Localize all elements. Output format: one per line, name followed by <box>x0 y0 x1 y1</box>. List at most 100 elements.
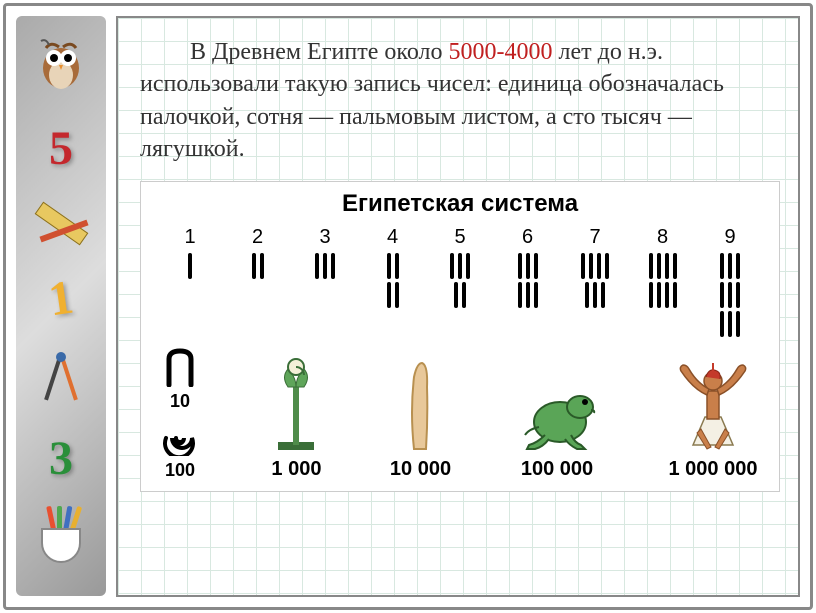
coil-icon <box>157 416 203 456</box>
unit-cell: 6 <box>497 226 559 337</box>
tally-mark <box>581 253 585 279</box>
tally-mark <box>526 282 530 308</box>
unit-number: 2 <box>252 226 263 249</box>
tally-mark <box>395 253 399 279</box>
tally-mark <box>252 253 256 279</box>
tally-mark <box>605 253 609 279</box>
unit-cell: 7 <box>564 226 626 337</box>
content-area: В Древнем Египте около 5000-4000 лет до … <box>116 16 800 597</box>
unit-number: 4 <box>387 226 398 249</box>
heel-bone-icon <box>159 347 201 387</box>
symbol-1000: 1 000 <box>266 357 326 481</box>
label-1000: 1 000 <box>271 458 321 481</box>
tally-mark <box>665 253 669 279</box>
tally-group <box>649 253 677 308</box>
finger-icon <box>400 357 440 452</box>
tally-group <box>252 253 264 279</box>
tally-mark <box>188 253 192 279</box>
number-1-icon: 1 <box>26 263 96 333</box>
tally-mark <box>720 253 724 279</box>
tally-mark <box>331 253 335 279</box>
units-row: 123456789 <box>153 226 767 337</box>
tally-mark <box>395 282 399 308</box>
tally-mark <box>526 253 530 279</box>
tally-mark <box>534 282 538 308</box>
tally-mark <box>736 282 740 308</box>
tally-mark <box>657 253 661 279</box>
tally-mark <box>601 282 605 308</box>
tally-mark <box>649 282 653 308</box>
tally-mark <box>450 253 454 279</box>
tally-mark <box>720 282 724 308</box>
tally-mark <box>462 282 466 308</box>
tally-mark <box>593 282 597 308</box>
egyptian-system-chart: Египетская система 123456789 10 100 <box>140 181 780 492</box>
tally-mark <box>728 282 732 308</box>
unit-cell: 2 <box>227 226 289 337</box>
tally-group <box>720 253 740 337</box>
pencil-cup-icon <box>31 508 91 568</box>
tally-group <box>315 253 335 279</box>
tally-mark <box>720 311 724 337</box>
unit-number: 3 <box>319 226 330 249</box>
label-1000000: 1 000 000 <box>668 458 757 481</box>
tally-mark <box>657 282 661 308</box>
label-100: 100 <box>165 460 195 481</box>
tally-mark <box>589 253 593 279</box>
unit-cell: 1 <box>159 226 221 337</box>
chart-title: Египетская система <box>153 190 767 218</box>
tally-mark <box>649 253 653 279</box>
tally-mark <box>387 253 391 279</box>
symbol-10-100: 10 100 <box>157 347 203 481</box>
tally-mark <box>518 282 522 308</box>
tally-mark <box>466 253 470 279</box>
tally-group <box>581 253 609 308</box>
tally-mark <box>665 282 669 308</box>
symbol-100000: 100 000 <box>515 357 600 481</box>
unit-number: 5 <box>454 226 465 249</box>
man-raised-arms-icon <box>663 357 763 452</box>
tally-mark <box>315 253 319 279</box>
label-10000: 10 000 <box>390 458 451 481</box>
tally-mark <box>534 253 538 279</box>
number-3-icon: 3 <box>26 423 96 493</box>
label-100000: 100 000 <box>521 458 593 481</box>
unit-number: 7 <box>589 226 600 249</box>
tally-mark <box>454 282 458 308</box>
tally-mark <box>673 282 677 308</box>
tally-group <box>518 253 538 308</box>
text-range: 5000-4000 <box>448 39 552 65</box>
slide-frame: 5 1 3 В Древнем Египте около 5000-4000 л… <box>3 3 813 610</box>
tally-group <box>387 253 399 308</box>
unit-number: 9 <box>724 226 735 249</box>
tally-mark <box>260 253 264 279</box>
unit-cell: 3 <box>294 226 356 337</box>
unit-number: 6 <box>522 226 533 249</box>
sidebar: 5 1 3 <box>16 16 106 596</box>
tally-mark <box>728 253 732 279</box>
symbols-row: 10 100 <box>153 347 767 481</box>
tally-mark <box>597 253 601 279</box>
tally-mark <box>736 253 740 279</box>
ruler-pencil-icon <box>31 198 91 248</box>
lotus-icon <box>266 357 326 452</box>
unit-cell: 5 <box>429 226 491 337</box>
tally-mark <box>585 282 589 308</box>
number-5-icon: 5 <box>26 113 96 183</box>
tally-mark <box>728 311 732 337</box>
body-text: В Древнем Египте около 5000-4000 лет до … <box>140 36 776 166</box>
text-prefix: В Древнем Египте около <box>190 39 448 65</box>
compass-pencil-icon <box>31 348 91 408</box>
tally-mark <box>458 253 462 279</box>
symbol-10000: 10 000 <box>390 357 451 481</box>
unit-cell: 9 <box>699 226 761 337</box>
symbol-1000000: 1 000 000 <box>663 357 763 481</box>
tally-mark <box>387 282 391 308</box>
label-10: 10 <box>170 391 190 412</box>
tally-mark <box>323 253 327 279</box>
unit-number: 1 <box>184 226 195 249</box>
frog-icon <box>515 377 600 452</box>
tally-group <box>188 253 192 279</box>
tally-group <box>450 253 470 308</box>
tally-mark <box>518 253 522 279</box>
